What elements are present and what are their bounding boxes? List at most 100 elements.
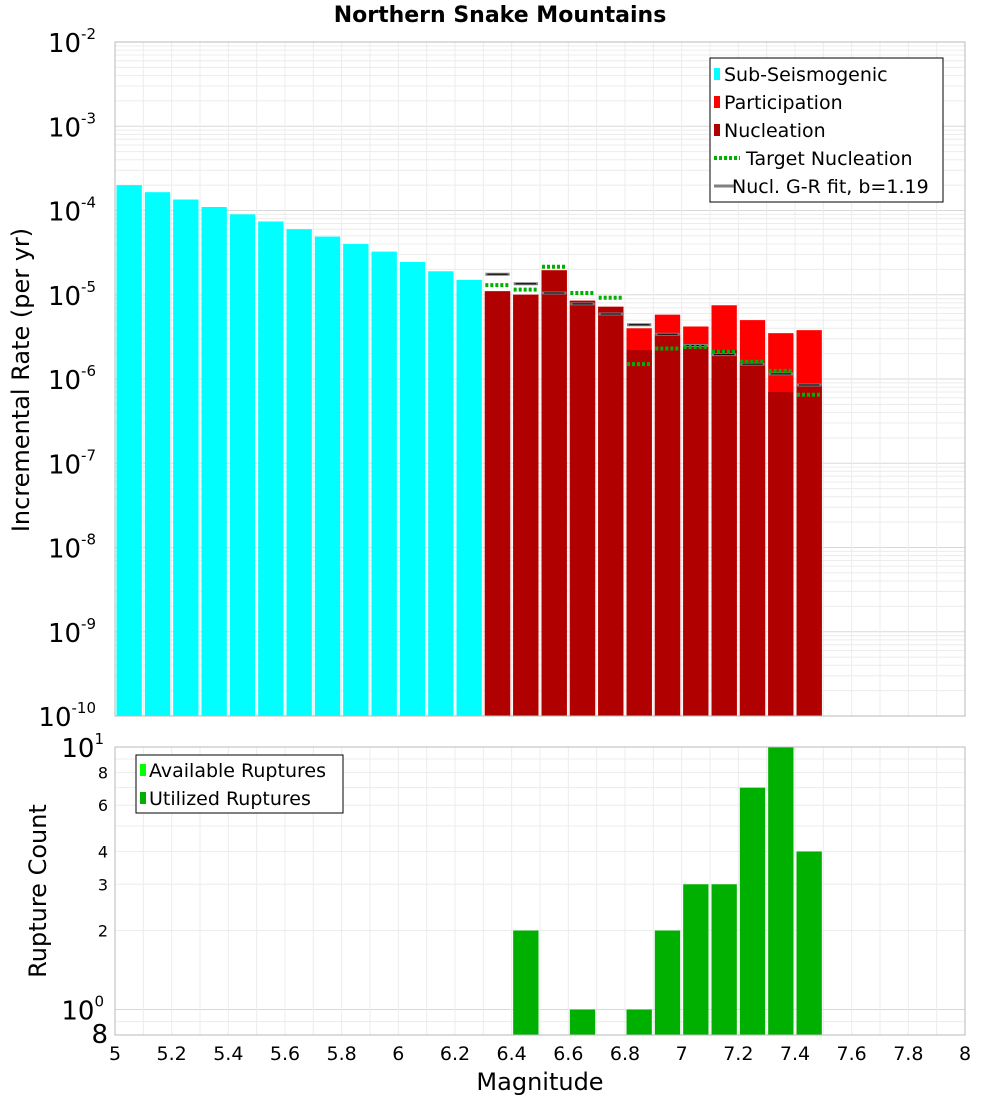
chart-title: Northern Snake Mountains [334, 3, 667, 28]
sub-seismogenic-bar [229, 214, 256, 716]
utilized-ruptures-bar [768, 747, 794, 1035]
sub-seismogenic-bar [201, 207, 227, 716]
bottom-chart-frame [114, 746, 966, 1036]
legend-swatch [140, 792, 146, 804]
nucleation-bar [598, 306, 624, 716]
y-tick-label-base: 10 [48, 113, 81, 143]
x-tick-label: 7.8 [893, 1043, 923, 1065]
sub-seismogenic-bar [258, 221, 284, 717]
y-tick-label: 10-7 [48, 446, 96, 480]
top-legend-box [709, 57, 944, 203]
x-tick-label: 5.2 [157, 1043, 187, 1065]
x-tick-label: 7 [676, 1043, 688, 1065]
y-tick-label-exponent: -9 [81, 615, 96, 633]
y-tick-label: 10-6 [48, 362, 96, 396]
y-tick-label: 100 [61, 993, 104, 1027]
y-tick-label-base: 10 [61, 734, 94, 764]
y-tick-label-base: 10 [48, 619, 81, 649]
nucleation-bar [654, 334, 681, 716]
utilized-ruptures-bar [739, 787, 766, 1035]
utilized-ruptures-bar [683, 884, 709, 1035]
x-axis-label: Magnitude [476, 1068, 603, 1096]
y-minor-tick-label: 8 [98, 763, 108, 782]
sub-seismogenic-bar [399, 261, 426, 716]
y-tick-label: 10-9 [48, 615, 96, 649]
y-minor-tick-label: 8 [91, 1020, 108, 1050]
y-tick-label-exponent: -10 [72, 699, 97, 717]
bottom-chart-bars [513, 747, 822, 1035]
y-tick-label-exponent: -2 [81, 25, 96, 43]
legend-label: Nucleation [724, 120, 826, 142]
nucleation-bar [569, 300, 596, 716]
legend-label: Available Ruptures [149, 760, 326, 782]
y-tick-label: 10-10 [38, 699, 96, 733]
utilized-ruptures-bar [513, 930, 539, 1035]
y-minor-tick-label: 4 [98, 842, 108, 861]
nucleation-bar [768, 392, 794, 716]
y-tick-label-base: 10 [48, 282, 81, 312]
y-tick-label: 101 [61, 730, 104, 764]
top-chart-y-ticks: 10-210-310-410-510-610-710-810-910-10 [38, 25, 96, 733]
y-tick-label-base: 10 [48, 366, 81, 396]
bottom-chart-legend: Available Ruptures Utilized Ruptures [135, 754, 344, 814]
utilized-ruptures-bar [569, 1009, 596, 1035]
top-chart-gridlines [114, 42, 966, 716]
legend-label: Target Nucleation [745, 148, 913, 170]
x-axis-ticks: 5 5.2 5.4 5.6 5.8 6 6.2 6.4 6.6 6.8 7 7.2 7.4 7.6 7.8 8 [109, 1043, 971, 1065]
legend-label: Nucl. G-R fit, b=1.19 [732, 176, 929, 198]
y-tick-label-base: 10 [48, 450, 81, 480]
sub-seismogenic-bar [456, 279, 482, 716]
y-tick-label-exponent: -4 [81, 194, 96, 212]
x-tick-label: 6 [392, 1043, 404, 1065]
y-tick-label-exponent: -8 [81, 531, 96, 549]
nucleation-bar [626, 350, 652, 716]
y-minor-tick-label: 6 [98, 796, 108, 815]
y-tick-label-base: 10 [48, 198, 81, 228]
x-tick-label: 5 [109, 1043, 121, 1065]
bottom-legend-box [135, 754, 344, 814]
y-minor-tick-label: 3 [98, 875, 108, 894]
y-tick-label: 10-4 [48, 194, 96, 228]
y-tick-label-exponent: -3 [81, 109, 96, 127]
x-tick-label: 5.8 [327, 1043, 357, 1065]
nucleation-bar [683, 346, 709, 716]
sub-seismogenic-bar [144, 192, 171, 716]
utilized-ruptures-bar [711, 884, 737, 1035]
x-tick-label: 7.6 [837, 1043, 867, 1065]
top-y-axis-label: Incremental Rate (per yr) [7, 228, 35, 532]
y-tick-label: 10-3 [48, 109, 96, 143]
x-tick-label: 6.6 [553, 1043, 583, 1065]
top-chart-legend: Sub-Seismogenic Participation Nucleation Ta… [709, 57, 944, 203]
legend-label: Participation [724, 92, 843, 114]
x-tick-label: 5.4 [213, 1043, 243, 1065]
nucleation-bar [739, 361, 766, 716]
sub-seismogenic-bar [314, 236, 341, 716]
y-tick-label: 10-5 [48, 278, 96, 312]
y-tick-label-exponent: -5 [81, 278, 96, 296]
legend-swatch [714, 96, 720, 108]
y-tick-label-exponent: -7 [81, 446, 96, 464]
utilized-ruptures-bar [654, 930, 681, 1035]
y-tick-label-exponent: 0 [94, 993, 104, 1011]
x-tick-label: 7.4 [780, 1043, 810, 1065]
x-tick-label: 5.6 [270, 1043, 300, 1065]
y-tick-label-base: 10 [38, 703, 71, 733]
nucleation-bar [484, 291, 511, 716]
utilized-ruptures-bar [626, 1009, 652, 1035]
sub-seismogenic-bar [371, 251, 397, 716]
y-tick-label: 10-2 [48, 25, 96, 59]
y-tick-label-exponent: 1 [94, 730, 104, 748]
sub-seismogenic-bar [343, 244, 369, 717]
sub-seismogenic-bar [173, 199, 199, 716]
y-tick-label-base: 10 [48, 29, 81, 59]
bottom-y-axis-label: Rupture Count [24, 804, 52, 978]
x-tick-label: 6.8 [610, 1043, 640, 1065]
y-tick-label-base: 10 [48, 535, 81, 565]
legend-label: Sub-Seismogenic [724, 64, 888, 86]
legend-swatch [714, 124, 720, 136]
nucleation-bar [711, 350, 737, 716]
sub-seismogenic-bar [428, 271, 454, 716]
nucleation-bar [796, 384, 822, 716]
